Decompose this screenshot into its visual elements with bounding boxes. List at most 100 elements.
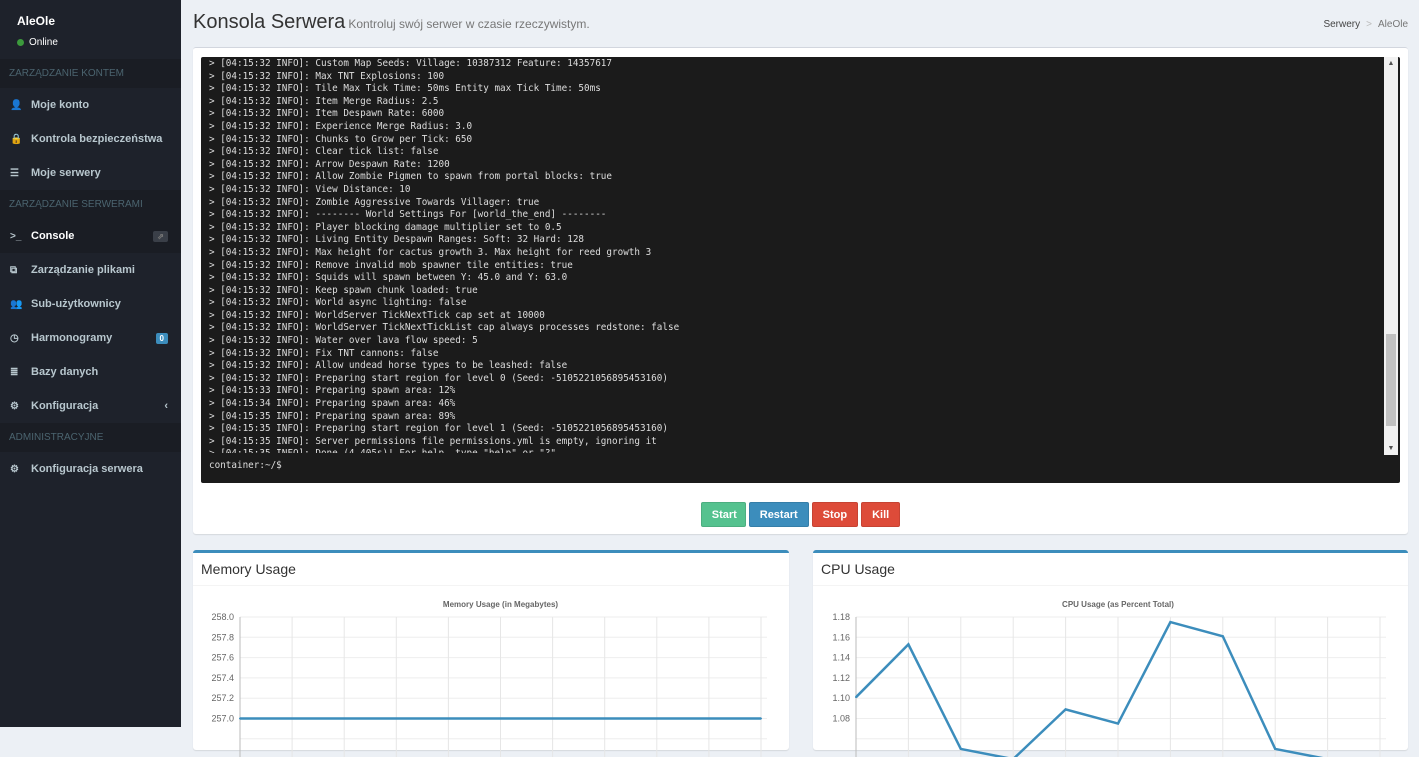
memory-usage-panel: Memory Usage Memory Usage (in Megabytes)…	[193, 550, 789, 757]
console-line: > [04:15:32 INFO]: WorldServer TickNextT…	[209, 309, 545, 321]
sidebar-item-label: Konfiguracja	[31, 400, 99, 412]
sidebar-item-sub-użytkownicy[interactable]: 👥 Sub-użytkownicy	[0, 287, 181, 321]
console-line: > [04:15:34 INFO]: Preparing spawn area:…	[209, 398, 456, 410]
start-button[interactable]: Start	[700, 502, 746, 527]
console-line: > [04:15:32 INFO]: Arrow Despawn Rate: 1…	[209, 158, 450, 170]
console-line: > [04:15:32 INFO]: View Distance: 10	[209, 183, 411, 195]
console-line: > [04:15:35 INFO]: Preparing spawn area:…	[209, 410, 456, 422]
cpu-panel-title: CPU Usage	[813, 553, 1408, 586]
sidebar-item-label: Moje konto	[31, 99, 90, 111]
status-indicator: Online	[17, 37, 164, 48]
sidebar-item-label: Konfiguracja serwera	[31, 463, 143, 475]
scroll-down-icon[interactable]: ▼	[1387, 445, 1395, 452]
y-tick-label: 257.8	[211, 632, 234, 642]
external-link-icon[interactable]: ⇗	[153, 230, 168, 242]
console-output: > [04:15:32 INFO]: Custom Map Seeds: Vil…	[209, 58, 1379, 453]
sidebar-item-harmonogramy[interactable]: ◷ Harmonogramy 0	[0, 321, 181, 355]
data-point	[499, 717, 502, 720]
memory-chart: Memory Usage (in Megabytes) 258.0 257.8 257…	[211, 600, 767, 757]
console-line: > [04:15:32 INFO]: Max TNT Explosions: 1…	[209, 70, 445, 82]
online-dot-icon	[17, 39, 24, 46]
y-tick-label: 258.0	[211, 612, 234, 622]
data-point	[1274, 747, 1277, 750]
console-line: > [04:15:32 INFO]: Chunks to Grow per Ti…	[209, 133, 473, 145]
gear-icon: ⚙	[10, 463, 19, 475]
y-tick-label: 257.0	[211, 714, 234, 724]
sidebar-item-konfiguracja-serwera[interactable]: ⚙ Konfiguracja serwera	[0, 452, 181, 486]
console-line: > [04:15:32 INFO]: Allow Zombie Pigmen t…	[209, 171, 612, 183]
y-tick-label: 257.2	[211, 693, 234, 703]
y-tick-label: 1.08	[832, 714, 850, 724]
console-line: > [04:15:32 INFO]: Custom Map Seeds: Vil…	[209, 58, 612, 69]
sidebar-item-label: Bazy danych	[31, 366, 99, 378]
sidebar: AleOle Online ZARZĄDZANIE KONTEM 👤 Moje ko…	[0, 0, 181, 727]
user-name: AleOle	[17, 14, 56, 28]
data-point	[1169, 621, 1172, 624]
status-text: Online	[29, 37, 58, 48]
data-point	[959, 747, 962, 750]
sidebar-section-header: ZARZĄDZANIE KONTEM	[0, 59, 181, 88]
sidebar-item-label: Harmonogramy	[31, 332, 113, 344]
sidebar-item-console[interactable]: >_ Console ⇗	[0, 219, 181, 253]
console-line: > [04:15:35 INFO]: Done (4.405s)! For he…	[209, 448, 1379, 453]
console-line: > [04:15:32 INFO]: Max height for cactus…	[209, 246, 652, 258]
title-text: Konsola Serwera	[193, 11, 346, 33]
console-scrollbar[interactable]: ▲ ▼	[1384, 57, 1398, 455]
y-tick-label: 257.4	[211, 673, 234, 683]
sidebar-item-konfiguracja[interactable]: ⚙ Konfiguracja ‹	[0, 389, 181, 423]
data-point	[655, 717, 658, 720]
data-point	[760, 717, 762, 720]
kill-button[interactable]: Kill	[861, 502, 901, 527]
user-icon: 👤	[10, 99, 23, 111]
console-line: > [04:15:32 INFO]: Keep spawn chunk load…	[209, 284, 478, 296]
data-point	[707, 717, 710, 720]
console-line: > [04:15:32 INFO]: -------- World Settin…	[209, 209, 607, 221]
database-icon: ≣	[10, 366, 19, 378]
console-line: > [04:15:32 INFO]: Player blocking damag…	[209, 221, 562, 233]
console-line: > [04:15:32 INFO]: World async lighting:…	[209, 297, 467, 309]
page-subtitle: Kontroluj swój serwer w czasie rzeczywis…	[348, 17, 590, 31]
sidebar-item-moje-konto[interactable]: 👤 Moje konto	[0, 88, 181, 122]
console-line: > [04:15:32 INFO]: Fix TNT cannons: fals…	[209, 347, 439, 359]
breadcrumb-current: AleOle	[1377, 19, 1408, 30]
console-line: > [04:15:33 INFO]: Preparing spawn area:…	[209, 385, 456, 397]
sidebar-item-label: Zarządzanie plikami	[31, 264, 135, 276]
stop-button[interactable]: Stop	[811, 502, 859, 527]
restart-button[interactable]: Restart	[748, 502, 809, 527]
terminal[interactable]: > [04:15:32 INFO]: Custom Map Seeds: Vil…	[201, 57, 1400, 483]
console-line: > [04:15:32 INFO]: Water over lava flow …	[209, 335, 478, 347]
data-point	[1117, 722, 1119, 725]
console-line: > [04:15:35 INFO]: Server permissions fi…	[209, 435, 657, 447]
gears-icon: ⚙	[10, 400, 19, 412]
console-line: > [04:15:32 INFO]: Preparing start regio…	[209, 372, 668, 384]
sidebar-item-bazy-danych[interactable]: ≣ Bazy danych	[0, 355, 181, 389]
console-line: > [04:15:32 INFO]: Zombie Aggressive Tow…	[209, 196, 540, 208]
y-tick-label: 1.16	[832, 632, 850, 642]
scroll-up-icon[interactable]: ▲	[1387, 60, 1395, 67]
data-point	[239, 717, 241, 720]
sidebar-item-label: Kontrola bezpieczeństwa	[31, 133, 163, 145]
sidebar-item-zarządzanie-plikami[interactable]: ⧉ Zarządzanie plikami	[0, 253, 181, 287]
y-tick-label: 257.6	[211, 653, 234, 663]
y-tick-label: 1.10	[832, 693, 850, 703]
scrollbar-thumb[interactable]	[1386, 334, 1396, 426]
data-point	[343, 717, 346, 720]
data-point	[551, 717, 554, 720]
console-line: > [04:15:32 INFO]: Item Despawn Rate: 60…	[209, 108, 445, 120]
chart-title: Memory Usage (in Megabytes)	[443, 600, 558, 609]
breadcrumb-servers[interactable]: Serwery	[1323, 19, 1361, 30]
files-icon: ⧉	[10, 264, 18, 276]
sidebar-item-label: Moje serwery	[31, 167, 101, 179]
console-line: > [04:15:32 INFO]: WorldServer TickNextT…	[209, 322, 680, 334]
console-line: > [04:15:32 INFO]: Remove invalid mob sp…	[209, 259, 573, 271]
user-panel: AleOle Online	[0, 0, 181, 59]
data-point	[603, 717, 606, 720]
console-line: > [04:15:32 INFO]: Experience Merge Radi…	[209, 120, 473, 132]
console-prompt[interactable]: container:~/$	[209, 460, 282, 471]
sidebar-item-moje-serwery[interactable]: ☰ Moje serwery	[0, 156, 181, 190]
sidebar-item-label: Console	[31, 230, 75, 242]
data-point	[291, 717, 294, 720]
cpu-chart: CPU Usage (as Percent Total) 1.18 1.16 1.14…	[832, 600, 1386, 757]
console-line: > [04:15:35 INFO]: Preparing start regio…	[209, 423, 668, 435]
sidebar-item-kontrola-bezpieczeństwa[interactable]: 🔒 Kontrola bezpieczeństwa	[0, 122, 181, 156]
